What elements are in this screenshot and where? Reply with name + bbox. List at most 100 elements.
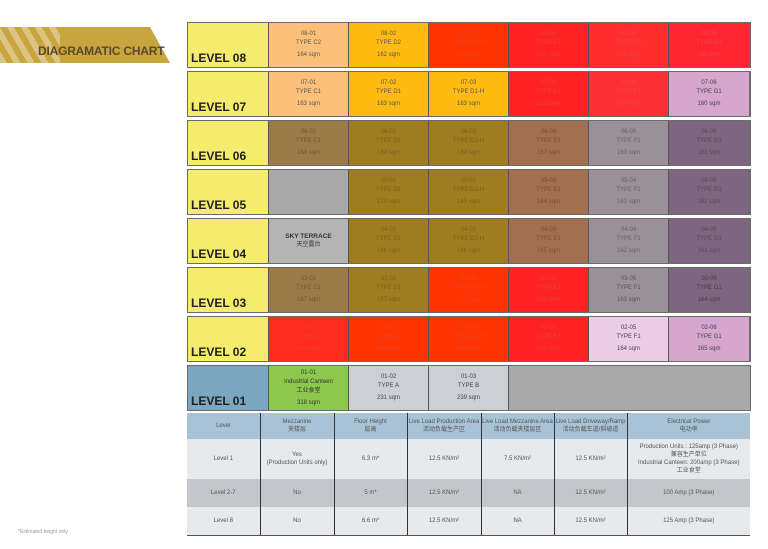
unit-id: 01-01 [300, 369, 317, 376]
unit-area: 167 sqm [376, 297, 400, 303]
unit-cell: 07-01 TYPE C1 163 sqm [269, 72, 349, 116]
cell-mezzanine: No [260, 479, 335, 507]
unit-cell: 07-06 TYPE G1 160 sqm [669, 72, 749, 116]
unit-area: 318 sqm [296, 399, 320, 406]
unit-area: 165 sqm [536, 248, 560, 254]
unit-id: 01-02 [380, 374, 397, 380]
level-label: LEVEL 05 [188, 170, 269, 214]
unit-area: 164 sqm [456, 150, 480, 156]
unit-cell: 03-06 TYPE G1 164 sqm [669, 268, 749, 312]
unit-type: TYPE F1 [616, 285, 641, 291]
level-label-text: LEVEL 03 [191, 296, 247, 310]
title-banner [0, 27, 170, 63]
unit-area: 164 sqm [616, 346, 640, 352]
unit-cell: 06-04 TYPE E1 167 sqm [509, 121, 589, 165]
unit-cell: 07-03 TYPE D1-H 163 sqm [429, 72, 509, 116]
unit-area: 162 sqm [616, 248, 640, 254]
unit-id: 06-02 [380, 129, 397, 135]
unit-type: TYPE G1 [696, 187, 722, 193]
unit-id: 08-05 [620, 31, 637, 37]
unit-type: TYPE D1-H [452, 236, 485, 242]
unit-type: TYPE G1 [696, 236, 722, 242]
unit-area: 167 sqm [536, 150, 560, 156]
cell-level: Level 1 [187, 439, 261, 479]
unit-cell: 03-04 TYPE E1 166 sqm [509, 268, 589, 312]
unit-id: 06-06 [701, 129, 717, 135]
header-ll-driveway: Live Load Driveway/Ramp 活动负载车道/斜坡道 [554, 413, 628, 439]
unit-area: 166 sqm [376, 248, 400, 254]
unit-type: TYPE G1 [696, 138, 722, 144]
cell-level: Level 8 [187, 507, 261, 536]
unit-cell: 07-04 TYPE E1 162 sqm [509, 72, 589, 116]
unit-cell: 02-02 TYPE D1 166 sqm [349, 317, 429, 361]
level-label: LEVEL 04 [188, 219, 269, 263]
unit-area: 168 sqm [456, 346, 480, 352]
cell-ll-production: 12.5 KN/m² [407, 507, 482, 536]
cell-ll-production: 12.5 KN/m² [407, 479, 482, 507]
cell-floor-height: 6.6 m* [334, 507, 408, 536]
unit-area: 231 sqm [376, 395, 400, 401]
level-label: LEVEL 01 [188, 366, 269, 410]
header-floor-height: Floor Height 层高 [334, 413, 408, 439]
cell-electrical-power: 125 Amp (3 Phase) [627, 507, 750, 536]
unit-cell: 02-06 TYPE G1 165 sqm [669, 317, 749, 361]
unit-type: TYPE F1 [616, 89, 641, 95]
unit-id: 02-02 [380, 325, 397, 331]
unit-type: TYPE F1 [616, 236, 641, 242]
unit-type: TYPE D1-H [452, 187, 485, 193]
unit-id: 04-02 [460, 227, 477, 233]
unit-cell: 02-03 TYPE D1-H 168 sqm [429, 317, 509, 361]
unit-area: 163 sqm [697, 248, 721, 254]
page-title: DIAGRAMATIC CHART [38, 44, 165, 58]
level-label: LEVEL 06 [188, 121, 269, 165]
cell-floor-height: 6.3 m* [334, 439, 408, 479]
cell-mezzanine: No [260, 507, 335, 536]
cell-floor-height: 5 m* [334, 479, 408, 507]
level-row: LEVEL 05 05-01 TYPE D1 170 sqm 05-02 TYPE D1-… [187, 169, 751, 215]
unit-type: TYPE D1 [375, 138, 401, 144]
unit-area: 163 sqm [616, 297, 640, 303]
banner-stripes [0, 27, 60, 63]
unit-id: 04-03 [540, 227, 557, 233]
unit-cell: 04-03 TYPE E1 165 sqm [509, 219, 589, 263]
unit-id: 03-05 [620, 276, 637, 282]
level-label-text: LEVEL 01 [191, 394, 247, 408]
unit-cell: 05-03 TYPE E1 164 sqm [509, 170, 589, 214]
unit-id: 08-01 [300, 31, 317, 37]
unit-type: TYPE D1-H [452, 285, 485, 291]
unit-cell: 01-03 TYPE B 239 sqm [429, 366, 509, 410]
cell-ll-mezzanine: 7.5 KN/m² [481, 439, 555, 479]
unit-cell: 06-02 TYPE D1 164 sqm [349, 121, 429, 165]
unit-id: 07-01 [300, 80, 317, 86]
unit-area: 161 sqm [697, 150, 721, 156]
unit-type: TYPE G2 [696, 40, 722, 46]
unit-cell: 05-04 TYPE F1 161 sqm [589, 170, 669, 214]
unit-id: 07-06 [701, 80, 717, 86]
cell-ll-driveway: 12.5 KN/m² [554, 479, 628, 507]
cell-ll-mezzanine: NA [481, 507, 555, 536]
unit-cell: 07-02 TYPE D1 163 sqm [349, 72, 429, 116]
unit-area: 162 sqm [456, 52, 480, 58]
unit-id: 08-02 [380, 31, 397, 37]
unit-type: TYPE B [457, 383, 480, 389]
unit-type: TYPE F1 [616, 138, 641, 144]
unit-type: TYPE D2 [375, 40, 401, 46]
unit-type: Industrial Canteen [284, 378, 333, 385]
unit-area: 159 sqm [616, 101, 640, 107]
unit-id: 05-03 [540, 178, 557, 184]
unit-cell: 03-02 TYPE D1 167 sqm [349, 268, 429, 312]
stacking-chart: LEVEL 08 08-01 TYPE C2 164 sqm 08-02 TYPE D2 1… [187, 22, 751, 414]
unit-type: 天空露台 [296, 242, 321, 248]
unit-id: 04-05 [701, 227, 717, 233]
unit-area: 166 sqm [536, 297, 560, 303]
unit-type: TYPE E1 [536, 285, 561, 291]
unit-area: 168 sqm [296, 346, 320, 352]
unit-cell: SKY TERRACE 天空露台 [269, 219, 349, 263]
unit-sub: 工业食堂 [296, 387, 321, 394]
unit-id: 07-05 [620, 80, 637, 86]
cell-electrical-power: 100 Amp (3 Phase) [627, 479, 750, 507]
level-label-text: LEVEL 07 [191, 100, 247, 114]
unit-cell: 08-01 TYPE C2 164 sqm [269, 23, 349, 67]
unit-area: 166 sqm [376, 346, 400, 352]
cell-ll-production: 12.5 KN/m² [407, 439, 482, 479]
